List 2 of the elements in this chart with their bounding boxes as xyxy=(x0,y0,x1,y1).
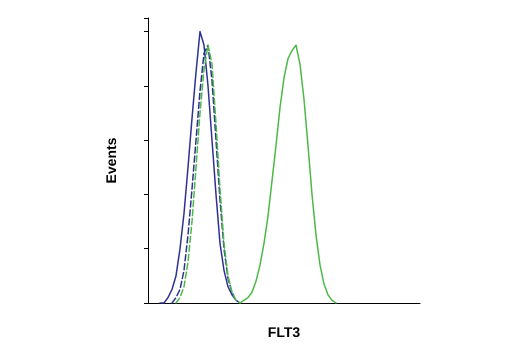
x-axis-title: FLT3 xyxy=(268,324,300,340)
y-axis-title: Events xyxy=(103,137,119,184)
